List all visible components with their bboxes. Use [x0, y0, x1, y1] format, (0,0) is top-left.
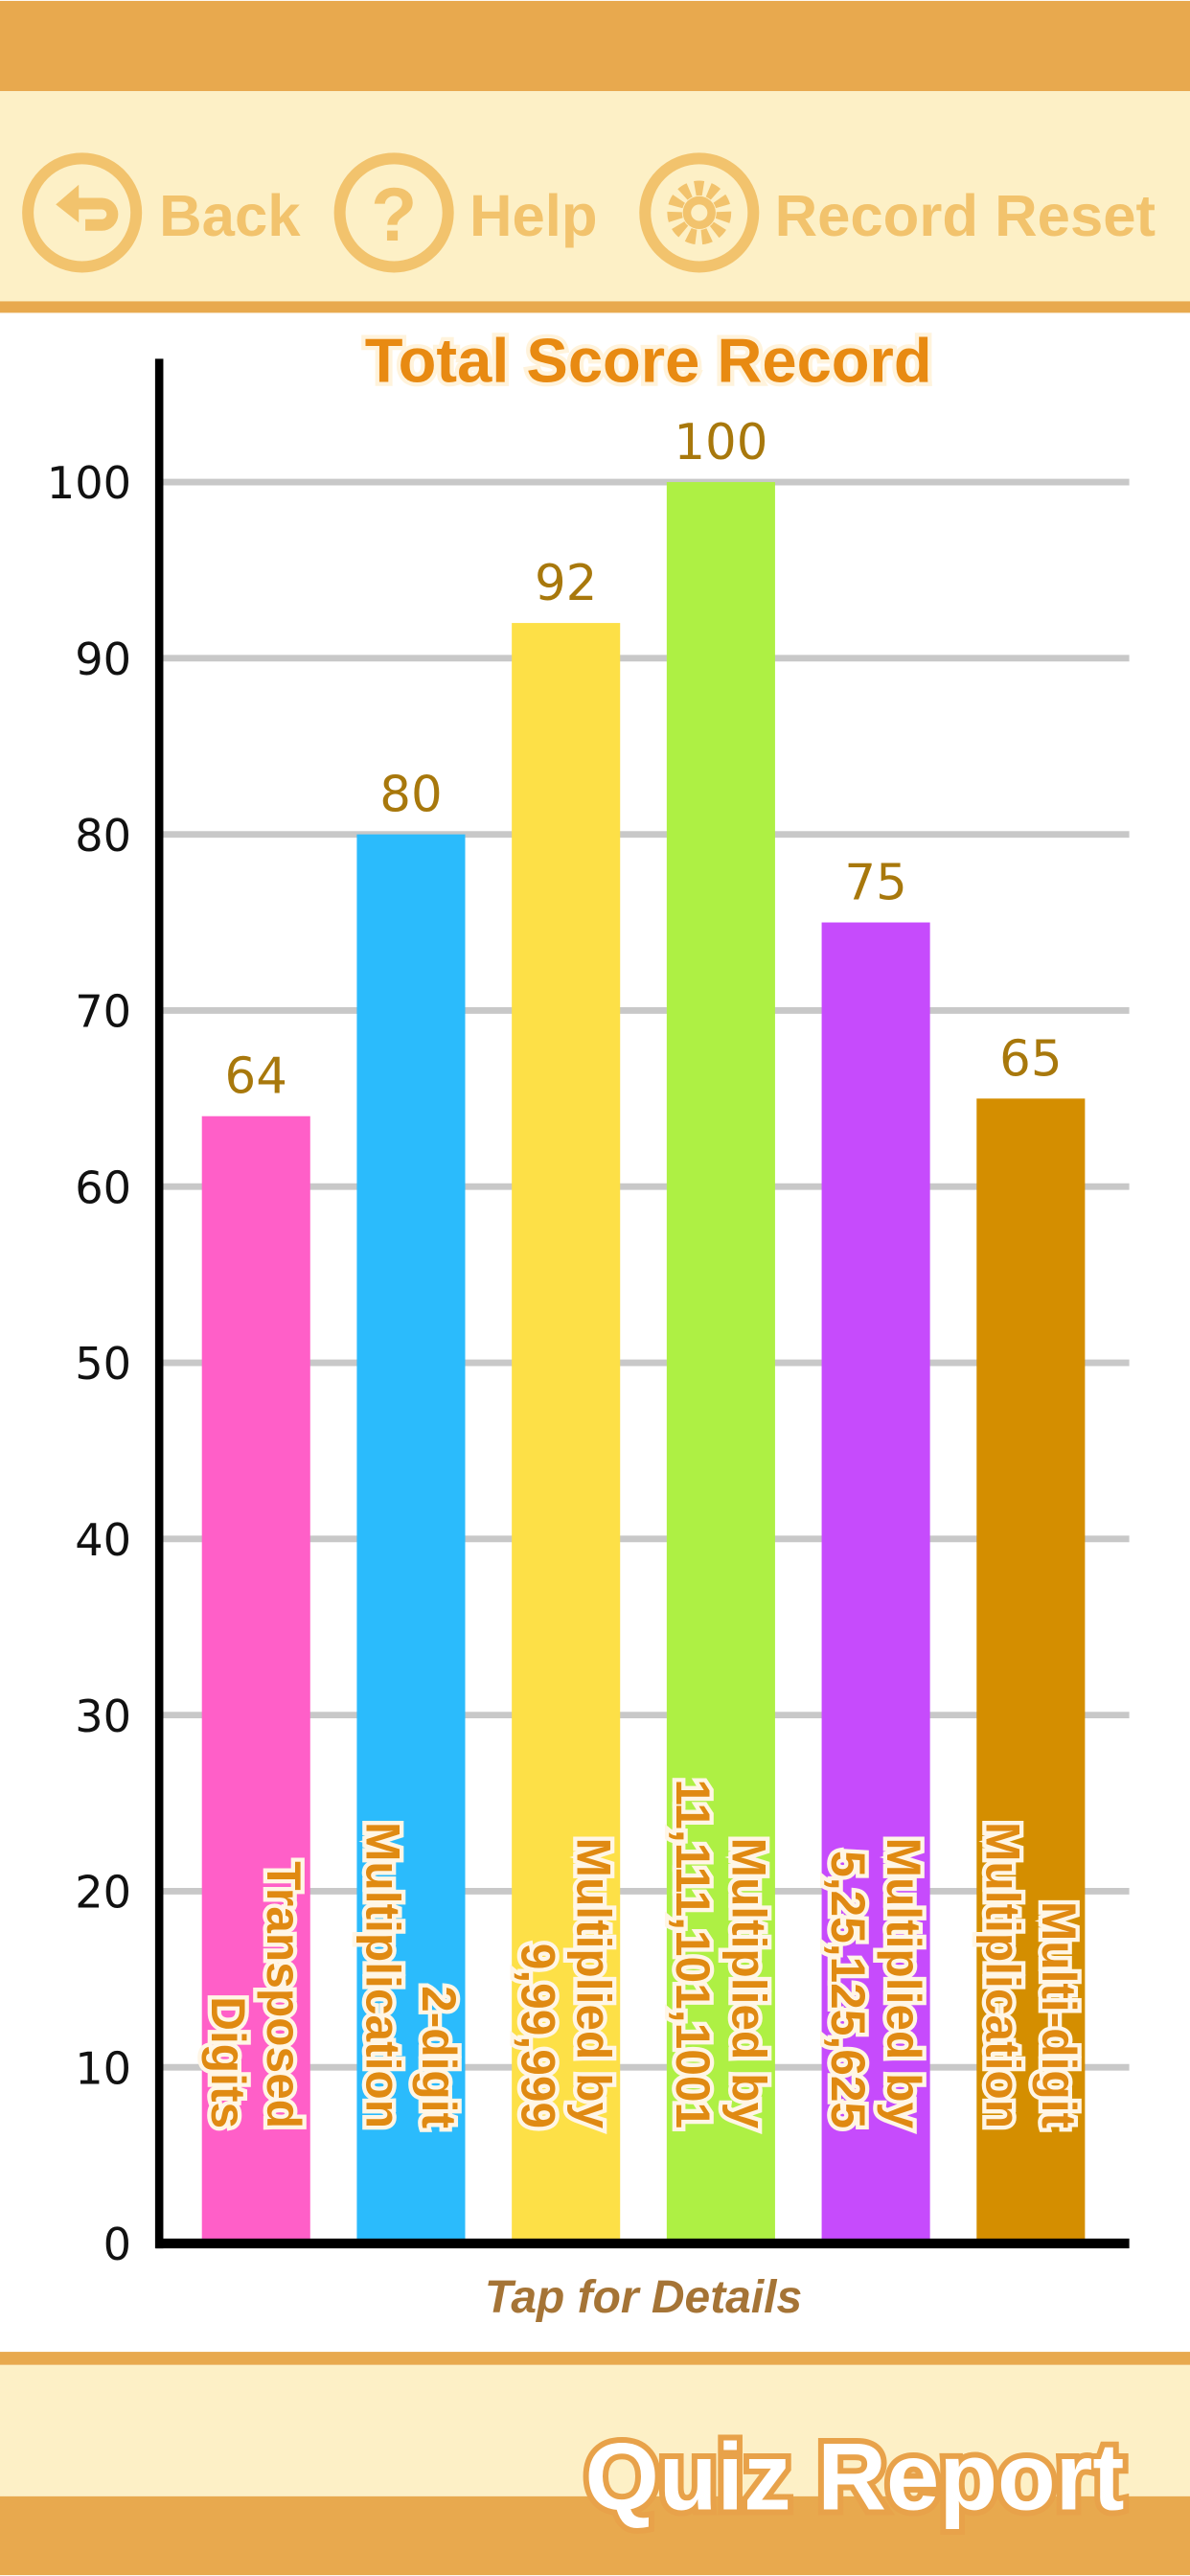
category-label: 11,111,101,1001 — [666, 1779, 720, 2128]
y-tick-label: 50 — [75, 1338, 131, 1390]
y-tick-label: 30 — [75, 1690, 131, 1742]
bar — [821, 922, 930, 2244]
divider — [0, 2352, 1190, 2365]
y-tick-label: 70 — [75, 986, 131, 1038]
category-label: 2-digit — [412, 1986, 466, 2128]
category-label: Multiplication — [356, 1822, 410, 2128]
back-button[interactable]: Back — [22, 152, 301, 273]
category-label: Transposed — [257, 1861, 310, 2128]
y-tick-label: 10 — [75, 2042, 131, 2094]
help-button[interactable]: ? Help — [333, 152, 598, 273]
toolbar — [0, 91, 1190, 305]
bar — [666, 482, 775, 2244]
category-label: Digits — [201, 1996, 255, 2128]
value-label: 65 — [999, 1030, 1062, 1088]
footer-title: Quiz Report — [584, 2425, 1124, 2531]
x-axis-label[interactable]: Tap for Details — [485, 2272, 802, 2323]
top-bar — [0, 0, 1190, 92]
value-label: 80 — [379, 767, 442, 824]
category-label: 5,25,125,625 — [821, 1851, 875, 2128]
bar — [201, 1116, 310, 2244]
y-tick-label: 100 — [47, 457, 131, 509]
reset-button[interactable]: Record Reset — [639, 152, 1156, 273]
category-label: Multiplied by — [567, 1838, 621, 2129]
category-label: Multiplied by — [877, 1838, 930, 2129]
chart-title: Total Score Record — [365, 325, 932, 395]
category-label: 9,99,999 — [511, 1944, 564, 2128]
bar — [512, 623, 621, 2244]
plot[interactable]: 0 10 20 30 40 50 60 70 80 90 100 64 TransposedDigits… — [47, 358, 1130, 2270]
y-tick-label: 0 — [103, 2219, 131, 2270]
category-label: Multiplication — [976, 1822, 1030, 2128]
button-label[interactable]: Record Reset — [775, 183, 1156, 249]
divider — [0, 301, 1190, 313]
y-tick-label: 80 — [75, 810, 131, 862]
y-tick-label: 90 — [75, 633, 131, 685]
button-label[interactable]: Help — [469, 183, 598, 249]
value-label: 64 — [225, 1048, 287, 1106]
y-tick-label: 40 — [75, 1514, 131, 1566]
category-label: Multi-digit — [1032, 1901, 1086, 2128]
svg-text:?: ? — [371, 172, 417, 257]
bar — [356, 834, 466, 2244]
bar — [976, 1098, 1086, 2244]
value-label: 75 — [844, 855, 906, 912]
y-tick-label: 20 — [75, 1867, 131, 1919]
bottom-bar — [0, 2496, 1190, 2576]
y-tick-label: 60 — [75, 1162, 131, 1213]
button-label[interactable]: Back — [159, 183, 301, 249]
value-label: 92 — [535, 555, 597, 612]
value-label: 100 — [674, 414, 767, 472]
category-label: Multiplied by — [721, 1838, 775, 2129]
footer — [0, 2364, 1190, 2496]
